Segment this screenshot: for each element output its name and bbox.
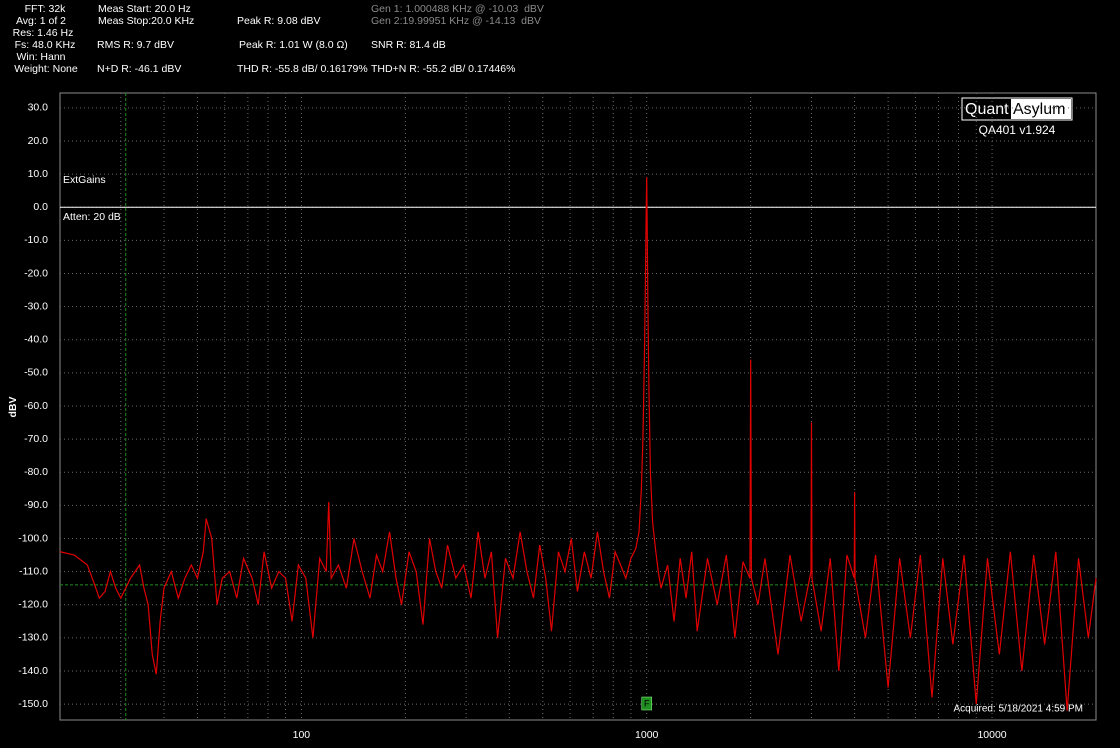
logo-text: Quant (965, 101, 1009, 118)
info-text: Res: 1.46 Hz (12, 27, 74, 39)
info-text: THD R: -55.8 dB/ 0.16179% (237, 63, 368, 75)
info-text: FFT: 32k (24, 3, 66, 15)
logo-text: Asylum (1013, 101, 1065, 118)
y-axis-label: dBV (7, 397, 19, 418)
frequency-marker (641, 696, 652, 711)
info-text: Meas Stop:20.0 KHz (98, 15, 195, 27)
acquired-text: Acquired: 5/18/2021 4:59 PM (953, 704, 1083, 715)
y-tick-label: -20.0 (24, 267, 48, 279)
version-text: QA401 v1.924 (979, 123, 1056, 137)
y-tick-label: -70.0 (24, 433, 48, 445)
y-tick-label: -130.0 (18, 632, 48, 644)
y-tick-label: 10.0 (28, 168, 49, 180)
spectrum-line (59, 177, 1097, 711)
y-tick-label: -60.0 (24, 400, 48, 412)
info-text: Peak R: 9.08 dBV (237, 15, 321, 27)
logo-fill (1011, 99, 1071, 119)
x-tick-label: 10000 (977, 729, 1006, 741)
annotation: Atten: 20 dB (63, 211, 121, 223)
y-tick-label: -40.0 (24, 334, 48, 346)
y-tick-label: 0.0 (33, 201, 48, 213)
y-tick-label: -80.0 (24, 466, 48, 478)
y-tick-label: 20.0 (28, 135, 49, 147)
generator-text: Gen 2:19.99951 KHz @ -14.13 dBV (371, 15, 542, 27)
annotation: ExtGains (63, 174, 106, 186)
info-text: Avg: 1 of 2 (15, 15, 67, 27)
x-tick-label: 100 (293, 729, 311, 741)
info-text: Weight: None (14, 63, 78, 75)
generator-text: Gen 1: 1.000488 KHz @ -10.03 dBV (371, 3, 544, 15)
info-text: Fs: 48.0 KHz (14, 39, 76, 51)
y-tick-label: -150.0 (18, 698, 48, 710)
y-tick-label: -110.0 (19, 565, 48, 577)
info-text: N+D R: -46.1 dBV (97, 63, 182, 75)
y-tick-label: -30.0 (24, 300, 48, 312)
y-tick-label: -120.0 (18, 599, 48, 611)
info-text: THD+N R: -55.2 dB/ 0.17446% (371, 63, 516, 75)
info-text: Win: Hann (16, 51, 66, 63)
info-text: SNR R: 81.4 dB (371, 39, 446, 51)
x-tick-label: 1000 (635, 729, 659, 741)
y-tick-label: -90.0 (24, 499, 48, 511)
info-text: Peak R: 1.01 W (8.0 Ω) (239, 39, 348, 51)
y-tick-label: -100.0 (18, 532, 48, 544)
y-tick-label: 30.0 (28, 102, 49, 114)
y-tick-label: -10.0 (24, 234, 48, 246)
frequency-marker-label: F (644, 698, 650, 708)
y-tick-label: -140.0 (18, 665, 48, 677)
y-tick-label: -50.0 (24, 367, 48, 379)
info-text: Meas Start: 20.0 Hz (98, 3, 191, 15)
info-text: RMS R: 9.7 dBV (97, 39, 175, 51)
